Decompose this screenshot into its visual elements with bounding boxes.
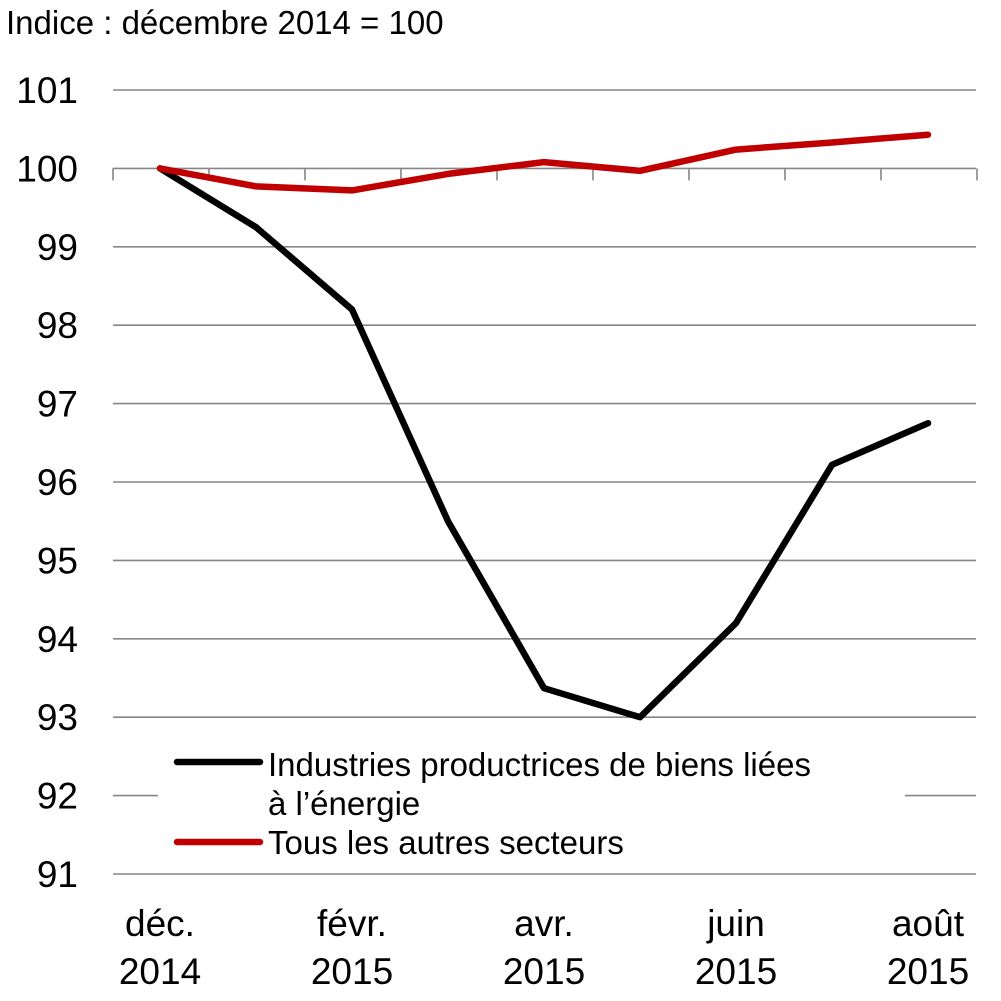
legend-label-1-line2: à l’énergie (268, 785, 420, 822)
grid (113, 89, 976, 875)
x-tick-label-0-line2: 2014 (119, 951, 201, 992)
x-tick-label-2-line2: 2015 (311, 951, 393, 992)
x-tick-label-2-line1: févr. (317, 903, 387, 944)
y-tick-label-96: 96 (37, 462, 78, 503)
x-tick-label-8-line2: 2015 (887, 951, 969, 992)
x-tick-label-8-line1: août (892, 903, 965, 944)
y-tick-label-101: 101 (16, 70, 78, 111)
x-tick-label-0-line1: déc. (125, 903, 195, 944)
y-tick-label-98: 98 (37, 305, 78, 346)
series-line-1 (156, 165, 932, 721)
y-axis-tick-labels: 91 92 93 94 95 96 97 98 99 100 101 (16, 70, 78, 895)
unit-label: Indice : décembre 2014 = 100 (6, 4, 444, 41)
x-tick-label-4-line2: 2015 (503, 951, 585, 992)
y-tick-label-94: 94 (37, 619, 78, 660)
legend-label-1-line1: Industries productrices de biens liées (268, 746, 811, 783)
y-tick-label-93: 93 (37, 697, 78, 738)
y-tick-label-91: 91 (37, 854, 78, 895)
x-tick-label-4-line1: avr. (514, 903, 574, 944)
series-line-2 (156, 131, 932, 194)
y-tick-label-92: 92 (37, 776, 78, 817)
x-axis-tick-labels: déc. 2014 févr. 2015 avr. 2015 juin 2015 août 201… (119, 903, 969, 992)
x-tick-label-6-line1: juin (706, 903, 765, 944)
x-tick-label-6-line2: 2015 (695, 951, 777, 992)
series-lines (156, 131, 932, 721)
legend: Industries productrices de biens liéesà … (173, 746, 811, 861)
y-tick-label-97: 97 (37, 384, 78, 425)
x-axis (112, 167, 978, 181)
y-tick-label-100: 100 (16, 148, 78, 189)
y-tick-label-99: 99 (37, 227, 78, 268)
legend-label-2-line1: Tous les autres secteurs (268, 824, 624, 861)
y-tick-label-95: 95 (37, 540, 78, 581)
